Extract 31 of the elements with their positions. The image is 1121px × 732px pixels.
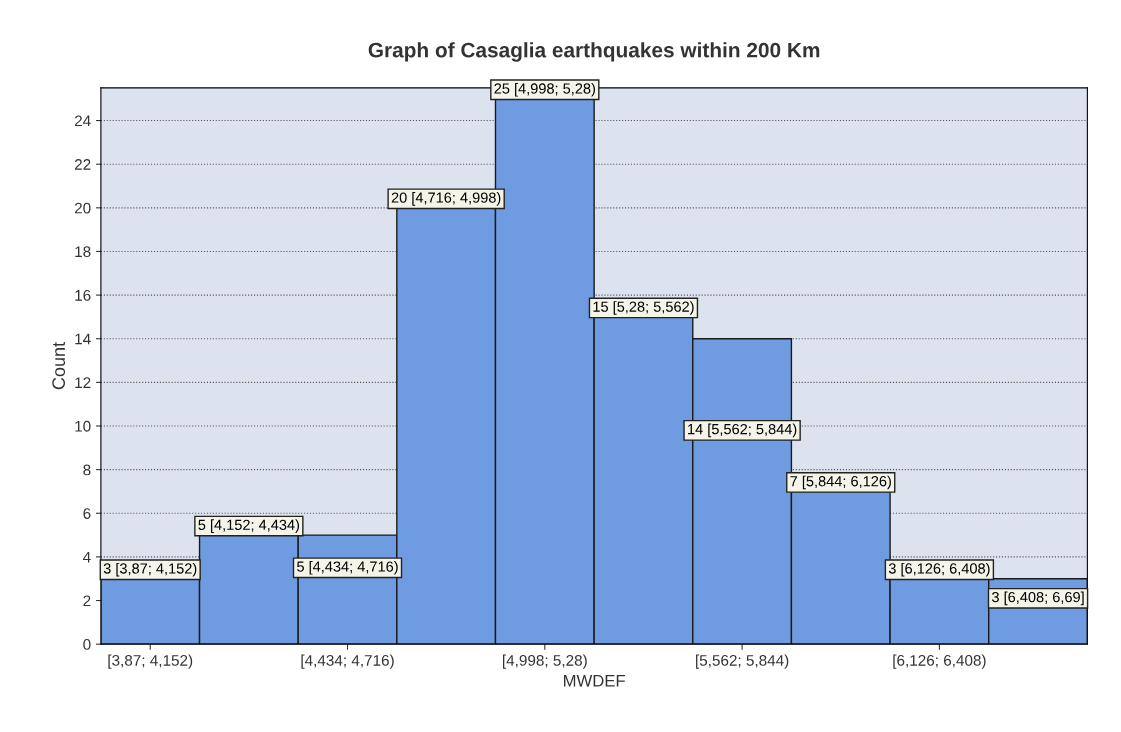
x-tick-label: [4,998; 5,28) — [503, 654, 587, 669]
y-axis-title: Count — [52, 342, 66, 390]
x-tick-label: [5,562; 5,844) — [696, 654, 789, 669]
x-tick-label: [4,434; 4,716) — [301, 654, 394, 669]
y-tick-label: 10 — [75, 420, 91, 432]
y-tick-label: 18 — [75, 246, 91, 258]
data-label: 5 [4,152; 4,434) — [198, 519, 300, 533]
y-tick-label: 0 — [83, 639, 91, 650]
y-tick-label: 16 — [75, 289, 91, 301]
data-label: 3 [6,408; 6,69] — [991, 591, 1084, 606]
data-label: 7 [5,844; 6,126) — [790, 475, 891, 490]
data-label: 14 [5,562; 5,844) — [688, 423, 797, 438]
y-tick-label: 14 — [75, 333, 91, 345]
y-tick-label: 6 — [83, 508, 91, 519]
data-label: 20 [4,716; 4,998) — [391, 192, 501, 206]
x-tick-label: [3,87; 4,152) — [108, 654, 193, 669]
y-tick-label: 12 — [75, 377, 91, 388]
data-label: 3 [6,126; 6,408) — [888, 562, 990, 577]
y-tick-label: 24 — [74, 115, 91, 127]
y-tick-label: 20 — [74, 202, 91, 214]
y-tick-label: 2 — [83, 595, 91, 607]
data-label: 25 [4,998; 5,28) — [494, 82, 595, 97]
data-label: 15 [5,28; 5,562) — [593, 301, 694, 315]
chart-title: Graph of Casaglia earthquakes within 200 Km — [368, 42, 820, 62]
y-tick-label: 4 — [83, 551, 91, 563]
y-tick-label: 8 — [83, 464, 91, 476]
x-tick-label: [6,126; 6,408) — [893, 654, 986, 669]
data-label: 3 [3,87; 4,152) — [103, 562, 197, 577]
data-label: 5 [4,434; 4,716) — [297, 561, 398, 575]
x-axis-title: MWDEF — [564, 674, 625, 687]
y-tick-label: 22 — [74, 159, 91, 170]
